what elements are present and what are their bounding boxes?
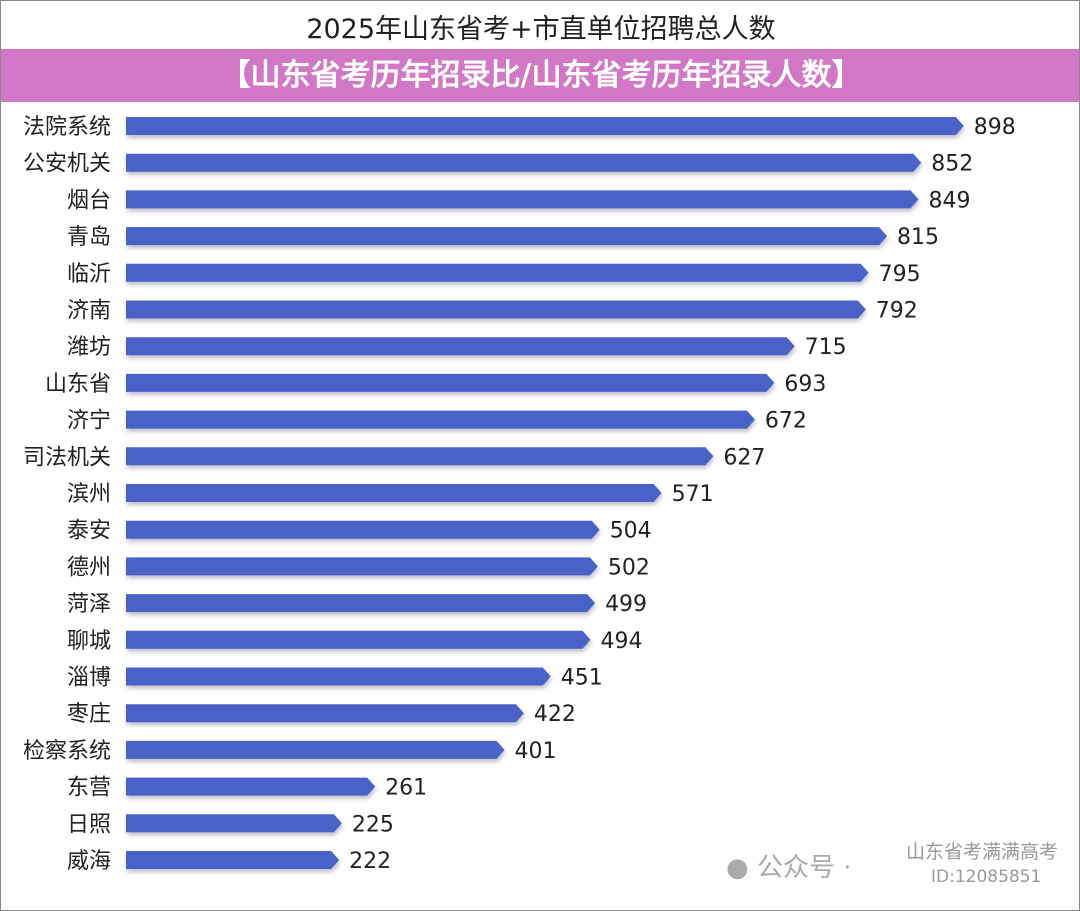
value-label: 815 xyxy=(897,225,939,250)
category-label: 聊城 xyxy=(67,629,111,654)
bar xyxy=(126,484,662,502)
value-label: 672 xyxy=(765,409,807,434)
category-label: 青岛 xyxy=(67,225,111,250)
bar xyxy=(126,117,964,135)
category-label: 菏泽 xyxy=(67,592,111,617)
bar xyxy=(126,263,869,282)
bar xyxy=(126,667,551,686)
bar xyxy=(126,153,922,172)
value-label: 852 xyxy=(931,152,973,177)
value-label: 261 xyxy=(385,776,427,801)
bar xyxy=(126,410,755,429)
bar xyxy=(126,227,888,246)
category-label: 山东省 xyxy=(45,372,111,397)
bar xyxy=(126,557,598,576)
value-label: 792 xyxy=(876,299,918,324)
category-label: 济宁 xyxy=(67,409,111,434)
value-label: 504 xyxy=(610,519,652,544)
category-label: 法院系统 xyxy=(23,115,111,140)
value-label: 499 xyxy=(605,592,647,617)
category-label: 烟台 xyxy=(67,188,111,213)
bar xyxy=(126,300,866,319)
bar xyxy=(126,704,524,723)
value-label: 715 xyxy=(805,335,847,360)
value-label: 422 xyxy=(534,702,576,727)
category-label: 潍坊 xyxy=(67,335,111,360)
value-label: 222 xyxy=(349,849,391,874)
category-label: 泰安 xyxy=(67,519,111,544)
category-label: 济南 xyxy=(67,299,111,324)
bar xyxy=(126,520,600,539)
bar xyxy=(126,777,376,796)
category-label: 检察系统 xyxy=(23,739,111,764)
value-label: 494 xyxy=(600,629,642,654)
chart-title: 2025年山东省考+市直单位招聘总人数 xyxy=(306,14,776,45)
category-label: 临沂 xyxy=(67,262,111,287)
value-label: 502 xyxy=(608,555,650,580)
category-label: 司法机关 xyxy=(23,445,111,470)
value-label: 225 xyxy=(352,812,394,837)
wechat-icon: ● xyxy=(726,853,749,883)
category-label: 德州 xyxy=(67,555,111,580)
value-label: 571 xyxy=(672,482,714,507)
value-label: 898 xyxy=(974,115,1016,140)
category-label: 东营 xyxy=(67,776,111,801)
category-label: 公安机关 xyxy=(23,152,111,177)
watermark-id: ID:12085851 xyxy=(931,867,1042,887)
value-label: 795 xyxy=(879,262,921,287)
category-label: 淄博 xyxy=(67,666,111,691)
bar xyxy=(126,630,591,649)
bar xyxy=(126,447,714,466)
value-label: 451 xyxy=(561,666,603,691)
category-label: 枣庄 xyxy=(67,702,111,727)
value-label: 849 xyxy=(928,188,970,213)
category-label: 日照 xyxy=(67,812,111,837)
value-label: 627 xyxy=(723,445,765,470)
bar xyxy=(126,373,775,392)
bar xyxy=(126,814,342,833)
wechat-watermark: ● 公众号 · xyxy=(726,853,852,883)
overlay-banner: 【山东省考历年招录比/山东省考历年招录人数】 xyxy=(1,49,1079,102)
bar xyxy=(126,851,340,869)
bar xyxy=(126,337,795,356)
bar xyxy=(126,190,919,209)
bar xyxy=(126,594,596,613)
watermark-name: 山东省考满满高考 xyxy=(906,841,1059,863)
category-label: 威海 xyxy=(67,849,111,874)
value-label: 693 xyxy=(784,372,826,397)
bar xyxy=(126,740,505,759)
category-label: 滨州 xyxy=(67,482,111,507)
value-label: 401 xyxy=(515,739,557,764)
